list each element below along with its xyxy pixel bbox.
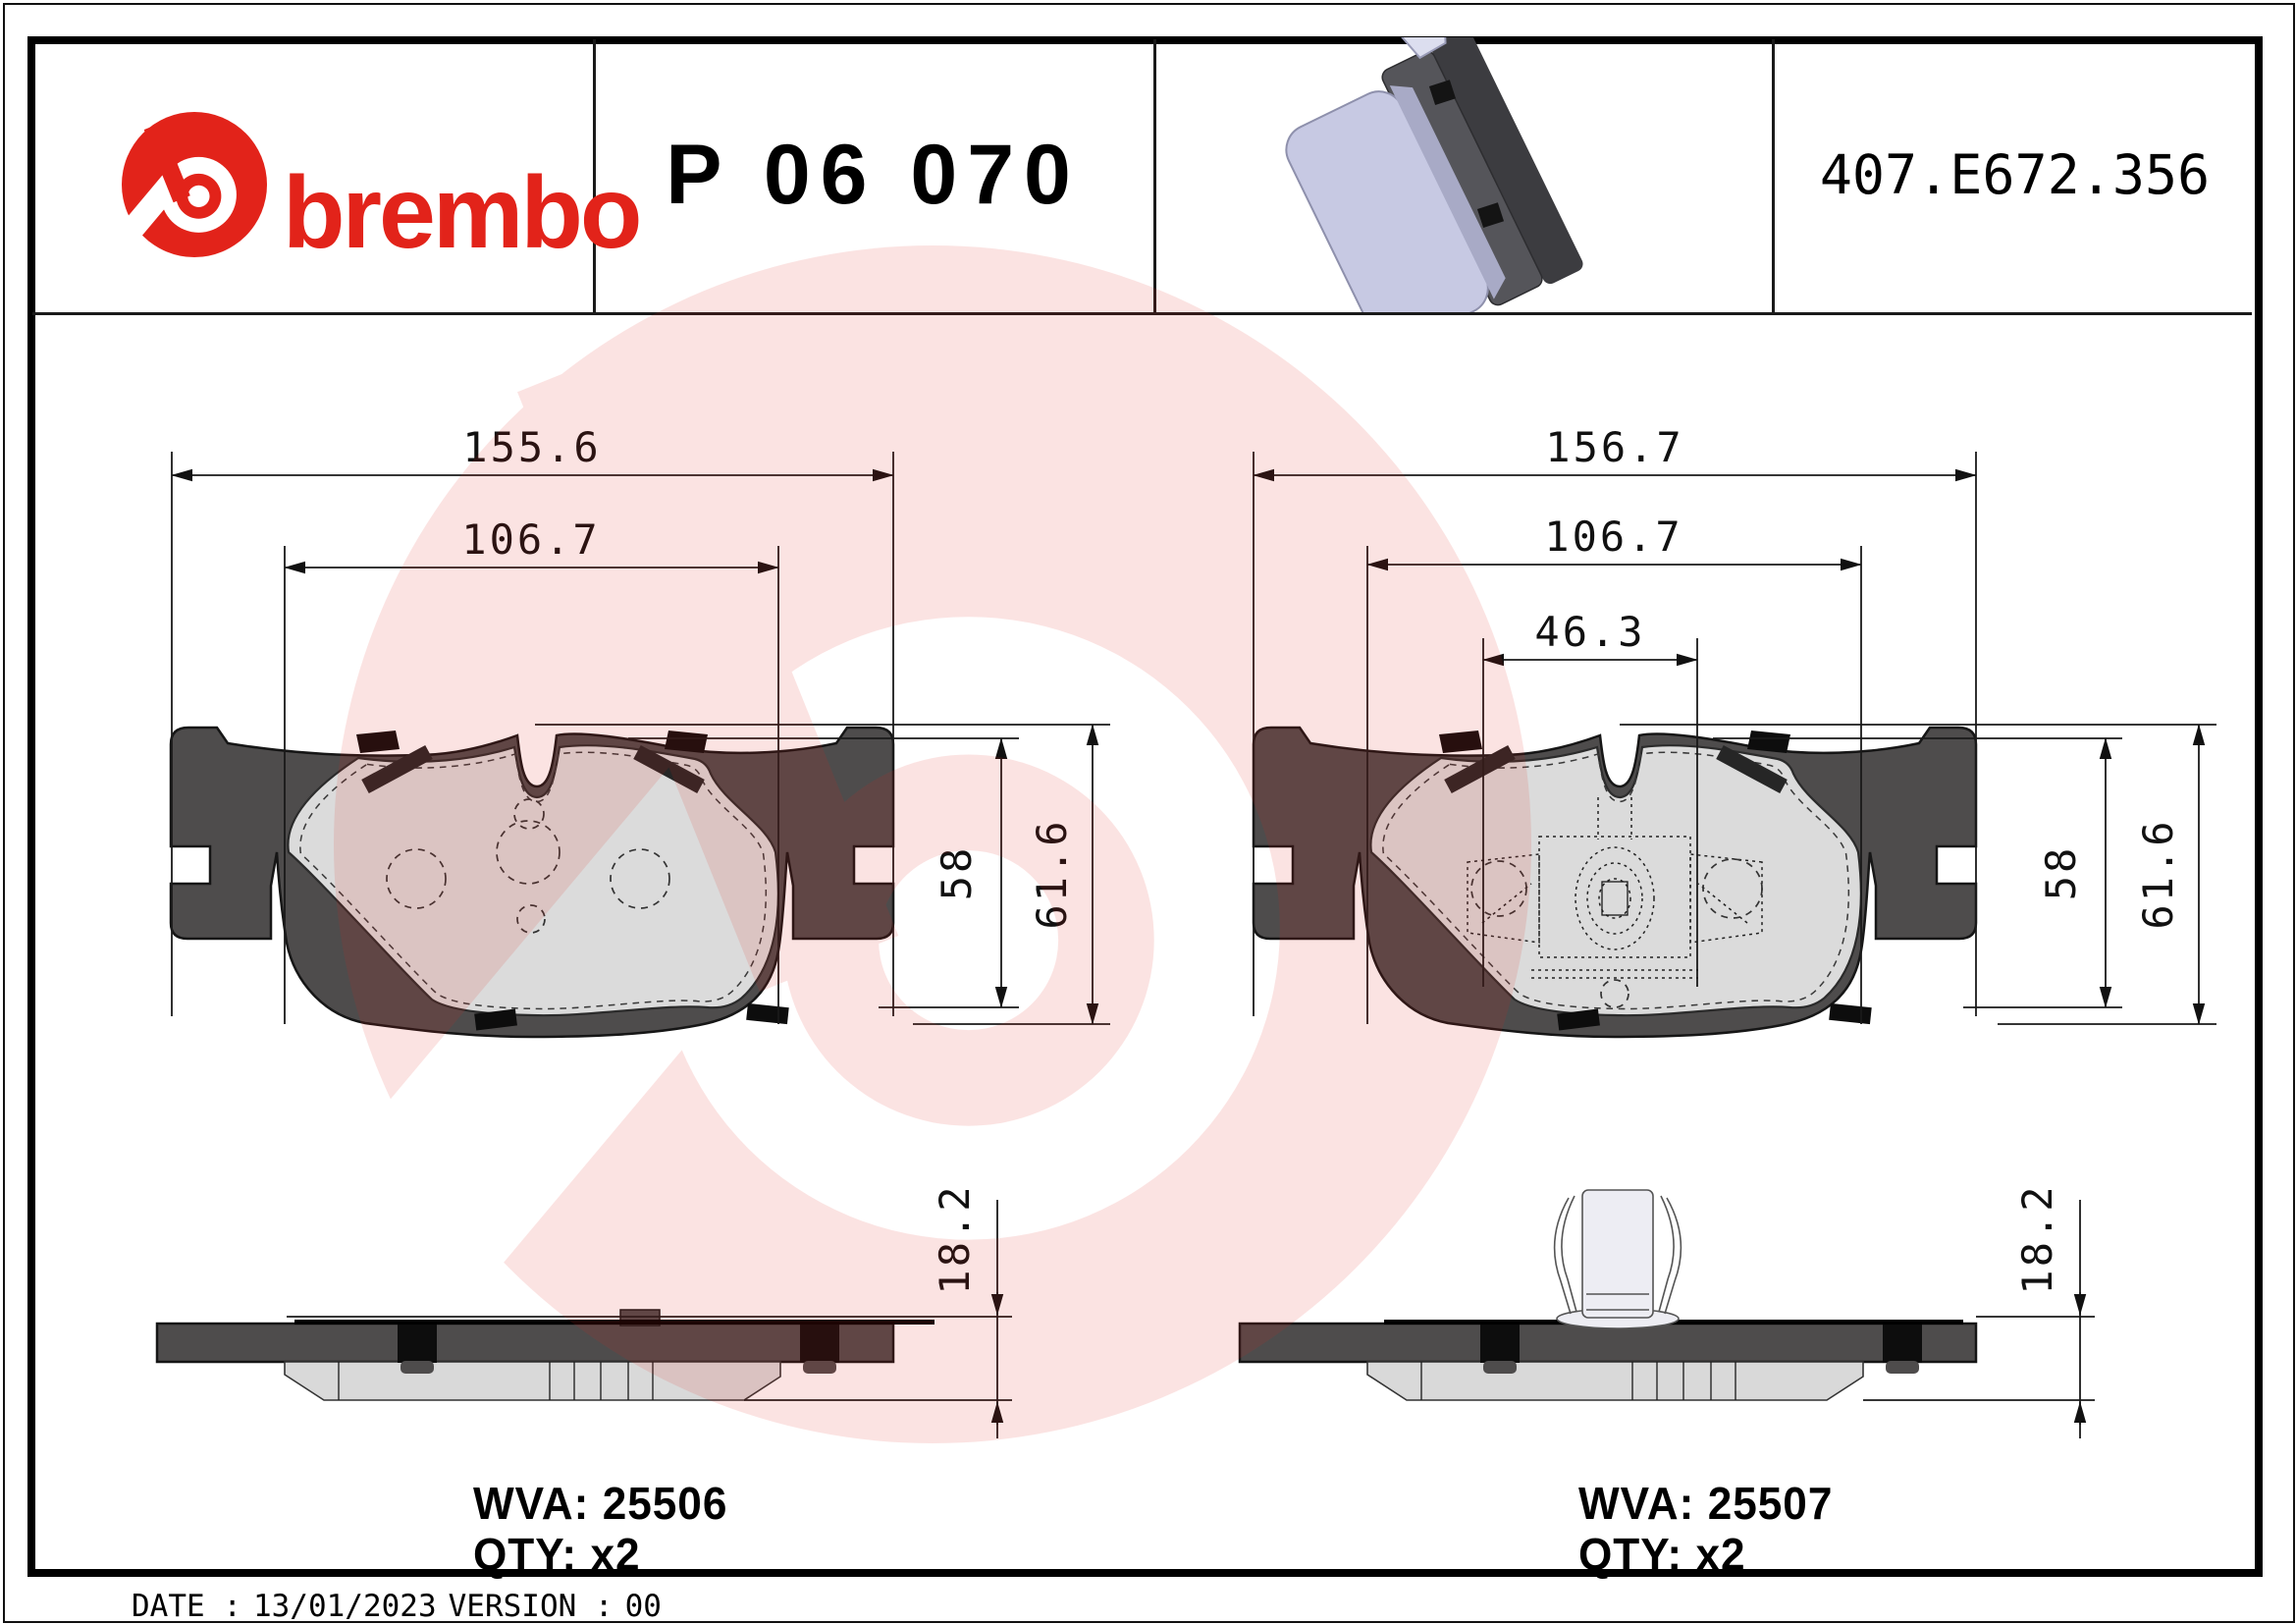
- wva-label-right: WVA:: [1578, 1478, 1695, 1529]
- wva-value-right: 25507: [1707, 1478, 1834, 1529]
- qty-label-left: QTY:: [473, 1529, 578, 1580]
- pad-3d-clip: [1399, 37, 1447, 60]
- qty-label-right: QTY:: [1578, 1529, 1683, 1580]
- qty-value-right: x2: [1695, 1529, 1746, 1580]
- dimension-right-thickness: 18.2: [1863, 1183, 2095, 1438]
- qty-value-left: x2: [590, 1529, 641, 1580]
- footer-version-label: VERSION :: [448, 1589, 614, 1624]
- dim-label-18-2-right: 18.2: [2013, 1183, 2061, 1294]
- brembo-watermark: [154, 66, 1711, 1623]
- dimension-right-total-height: 61.6: [1620, 724, 2216, 1025]
- wva-label-left: WVA:: [473, 1478, 590, 1529]
- dim-label-58-right: 58: [2037, 845, 2085, 901]
- header-divider-3: [1772, 39, 1775, 312]
- footer-version-value: 00: [624, 1589, 662, 1624]
- dimension-right-pad-height: 58: [1713, 737, 2122, 1008]
- footer-date-label: DATE :: [132, 1589, 241, 1624]
- dim-label-61-6-right: 61.6: [2134, 818, 2182, 929]
- wva-block-right: WVA: 25507 QTY: x2: [1578, 1478, 1846, 1580]
- footer-revision-line: DATE : 13/01/2023 VERSION : 00: [132, 1589, 673, 1624]
- wva-value-left: 25506: [602, 1478, 728, 1529]
- catalog-code: 407.E672.356: [1819, 143, 2211, 206]
- footer-date-value: 13/01/2023: [252, 1589, 437, 1624]
- wva-block-left: WVA: 25506 QTY: x2: [473, 1478, 741, 1580]
